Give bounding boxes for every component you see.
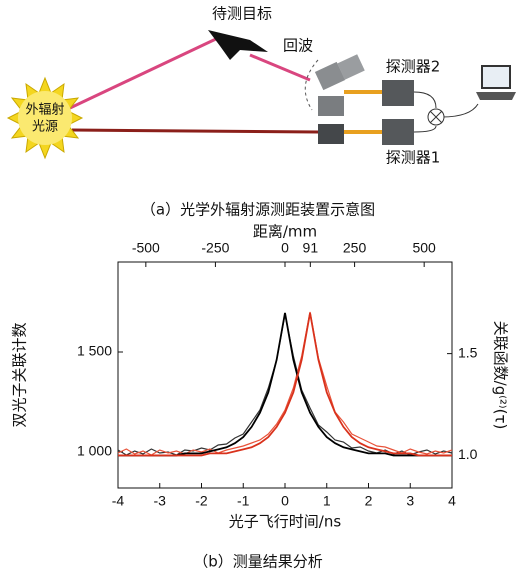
data-line xyxy=(117,313,453,456)
x2-axis-label: 距离/mm xyxy=(253,223,317,241)
y2-tick-label: 1.5 xyxy=(458,344,478,360)
camera xyxy=(337,54,365,80)
echo-ray xyxy=(249,53,311,82)
detector-box xyxy=(382,119,414,145)
source-label: 外辐射 xyxy=(25,102,64,118)
cable xyxy=(413,91,479,133)
source-core xyxy=(18,91,72,145)
detector1-label: 探测器1 xyxy=(386,149,441,167)
x-tick-label: -4 xyxy=(112,493,125,509)
x2-tick-label: 91 xyxy=(303,240,319,256)
camera xyxy=(314,61,346,91)
direct-ray xyxy=(71,128,319,134)
diagram: 外辐射 光源 待测目标 回波 探测器2 探测器1 （a）光学外辐射源测距装置示意… xyxy=(6,5,516,219)
target-icon xyxy=(208,30,268,60)
caption-b: （b）测量结果分析 xyxy=(193,553,323,571)
x-tick-label: -2 xyxy=(195,493,208,509)
x-tick-label: 3 xyxy=(406,493,414,509)
dashed-arc xyxy=(304,59,319,111)
x2-tick-label: -500 xyxy=(132,240,160,256)
y-axis-label: 双光子关联计数 xyxy=(11,322,29,427)
x2-tick-label: 500 xyxy=(412,240,436,256)
x2-tick-label: 0 xyxy=(281,240,289,256)
y2-axis-label: 关联函数/g⁽²⁾(τ) xyxy=(492,321,510,430)
detector2-label: 探测器2 xyxy=(386,58,441,76)
x2-tick-label: -250 xyxy=(201,240,229,256)
camera xyxy=(318,124,344,144)
source-label: 光源 xyxy=(32,120,58,135)
x-tick-label: -1 xyxy=(237,493,250,509)
x-axis-label: 光子飞行时间/ns xyxy=(229,513,342,531)
chart: -4 -3 -2 -1 0 1 2 3 4 -500 -250 0 91 250 500 1 000 1 500… xyxy=(11,223,510,571)
laptop-base xyxy=(476,92,516,100)
x-tick-label: 0 xyxy=(281,493,289,509)
ray-to-target xyxy=(69,36,219,110)
x-tick-label: 2 xyxy=(365,493,373,509)
detector-box xyxy=(382,80,414,106)
fit-line xyxy=(118,312,452,457)
y2-tick-label: 1.0 xyxy=(458,446,478,462)
y-tick-label: 1 500 xyxy=(77,343,112,359)
x2-tick-label: 250 xyxy=(343,240,367,256)
x-tick-label: 1 xyxy=(323,493,331,509)
x-tick-label: 4 xyxy=(448,493,456,509)
echo-label: 回波 xyxy=(283,37,313,55)
x-tick-label: -3 xyxy=(154,493,167,509)
correlator-x xyxy=(429,110,443,124)
laptop-screen xyxy=(481,65,511,89)
camera xyxy=(318,96,344,116)
y-tick-label: 1 000 xyxy=(77,443,112,459)
fit-line xyxy=(118,312,452,457)
data-line xyxy=(117,311,453,456)
caption-a: （a）光学外辐射源测距装置示意图 xyxy=(141,201,375,219)
target-label: 待测目标 xyxy=(212,5,272,23)
